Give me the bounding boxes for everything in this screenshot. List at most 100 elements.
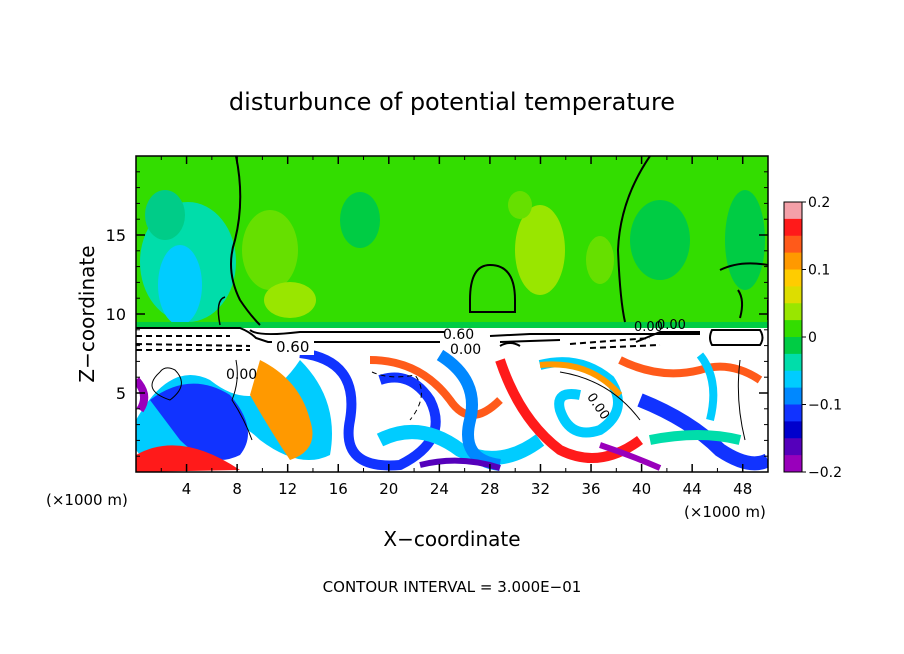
eddy-band: [436, 349, 502, 471]
contour-060: [249, 329, 700, 337]
colorbar-tick-label: 0.1: [808, 263, 830, 279]
eddy-band: [136, 377, 149, 413]
eddy-band: [599, 442, 662, 471]
x-tick-label: 36: [581, 480, 600, 498]
contour-label: 0.60: [276, 338, 309, 356]
colorbar-tick-label: −0.1: [808, 398, 842, 414]
contour-label: 0.00: [450, 342, 481, 358]
colorbar-tick-label: 0.2: [808, 195, 830, 211]
contour-thin: [217, 296, 226, 326]
warm-patch: [586, 236, 614, 284]
warm-patch: [264, 282, 316, 318]
contour-interval-note: CONTOUR INTERVAL = 3.000E−01: [323, 578, 582, 596]
colorbar-swatch: [784, 235, 802, 254]
y-axis-label: Z−coordinate: [75, 245, 99, 382]
warm-patch: [508, 191, 532, 219]
y-tick-label: 10: [106, 305, 126, 324]
eddy-band: [495, 358, 643, 463]
colorbar-tick-label: 0: [808, 330, 817, 346]
cool-patch: [145, 190, 185, 240]
x-tick-label: 4: [182, 480, 192, 498]
x-tick-label: 16: [329, 480, 348, 498]
eddy-band: [696, 352, 718, 421]
eddy-band: [618, 356, 763, 384]
colorbar-swatch: [784, 218, 802, 237]
contour-thin: [737, 359, 746, 441]
warm-patch: [242, 210, 298, 290]
y-tick-label: 5: [116, 384, 126, 403]
colorbar-swatch: [784, 202, 802, 220]
contour-label: 0.00: [226, 367, 257, 383]
x-tick-label: 44: [683, 480, 702, 498]
interface-strip: [136, 322, 768, 328]
x-tick-label: 24: [430, 480, 449, 498]
contour-zero: [719, 262, 768, 271]
warm-patch: [515, 205, 565, 295]
colorbar-swatch: [784, 303, 802, 321]
contour-thin: [371, 371, 422, 421]
plot-area: [136, 156, 768, 472]
colorbar: 0.2 0.1 0 −0.1 −0.2: [783, 195, 842, 481]
contour-dashed: [569, 337, 661, 349]
contour-zero: [737, 289, 744, 319]
contour-thin: [231, 359, 253, 441]
contour-060: [709, 329, 764, 346]
x-unit-right: (×1000 m): [684, 503, 766, 521]
contour-zero: [230, 156, 261, 326]
contour-060: [136, 327, 561, 343]
contour-thin: [559, 371, 641, 421]
x-unit-left: (×1000 m): [46, 491, 128, 509]
y-axis: 5 10 15: [106, 171, 768, 457]
eddy-band: [150, 383, 248, 460]
eddy-band: [250, 360, 313, 460]
colorbar-swatch: [784, 286, 802, 304]
eddy-band: [369, 356, 503, 419]
colorbar-swatch: [784, 353, 802, 372]
y-tick-label: 15: [106, 226, 126, 245]
x-tick-label: 8: [232, 480, 242, 498]
x-axis-label: X−coordinate: [383, 527, 520, 551]
colorbar-swatch: [784, 269, 802, 287]
eddy-band: [419, 457, 501, 471]
x-axis: 4 8 12 16 20 24 28 32 36 40 44 48: [160, 156, 752, 498]
cool-patch: [158, 245, 202, 325]
colorbar-swatch: [784, 404, 802, 422]
x-tick-label: 28: [480, 480, 499, 498]
chart-title: disturbunce of potential temperature: [229, 88, 675, 116]
colorbar-swatch: [784, 387, 802, 405]
contour-label: 0.00: [657, 318, 686, 333]
eddy-band: [539, 361, 623, 397]
cool-patch: [340, 192, 380, 248]
interface-band: [136, 325, 768, 353]
colorbar-swatch: [784, 370, 802, 389]
x-tick-label: 48: [733, 480, 752, 498]
contour-thin: [151, 367, 182, 401]
colorbar-swatch: [784, 421, 802, 439]
colorbar-swatch: [784, 320, 802, 338]
contour-label: 0.00: [634, 320, 663, 335]
cool-patch: [725, 190, 765, 290]
contour-zero: [616, 156, 651, 323]
eddy-band: [637, 393, 768, 471]
x-tick-label: 20: [379, 480, 398, 498]
colorbar-swatch: [784, 455, 802, 473]
contour-lines: [136, 156, 768, 441]
colorbar-tick-label: −0.2: [808, 465, 842, 481]
contour-060: [499, 342, 521, 347]
x-tick-label: 12: [278, 480, 297, 498]
colorbar-swatch: [784, 438, 802, 456]
colorbar-swatch: [784, 252, 802, 270]
eddy-band: [538, 357, 623, 438]
contour-dashed: [136, 335, 251, 351]
contour-zero: [469, 263, 516, 313]
contour-label: 0.60: [443, 327, 474, 343]
eddy-band: [136, 445, 240, 472]
eddy-band: [649, 430, 742, 445]
eddy-band: [299, 348, 441, 471]
eddy-band: [376, 425, 545, 465]
cool-patch: [630, 200, 690, 280]
colorbar-swatch: [784, 337, 802, 355]
x-tick-label: 32: [531, 480, 550, 498]
x-tick-label: 40: [632, 480, 651, 498]
